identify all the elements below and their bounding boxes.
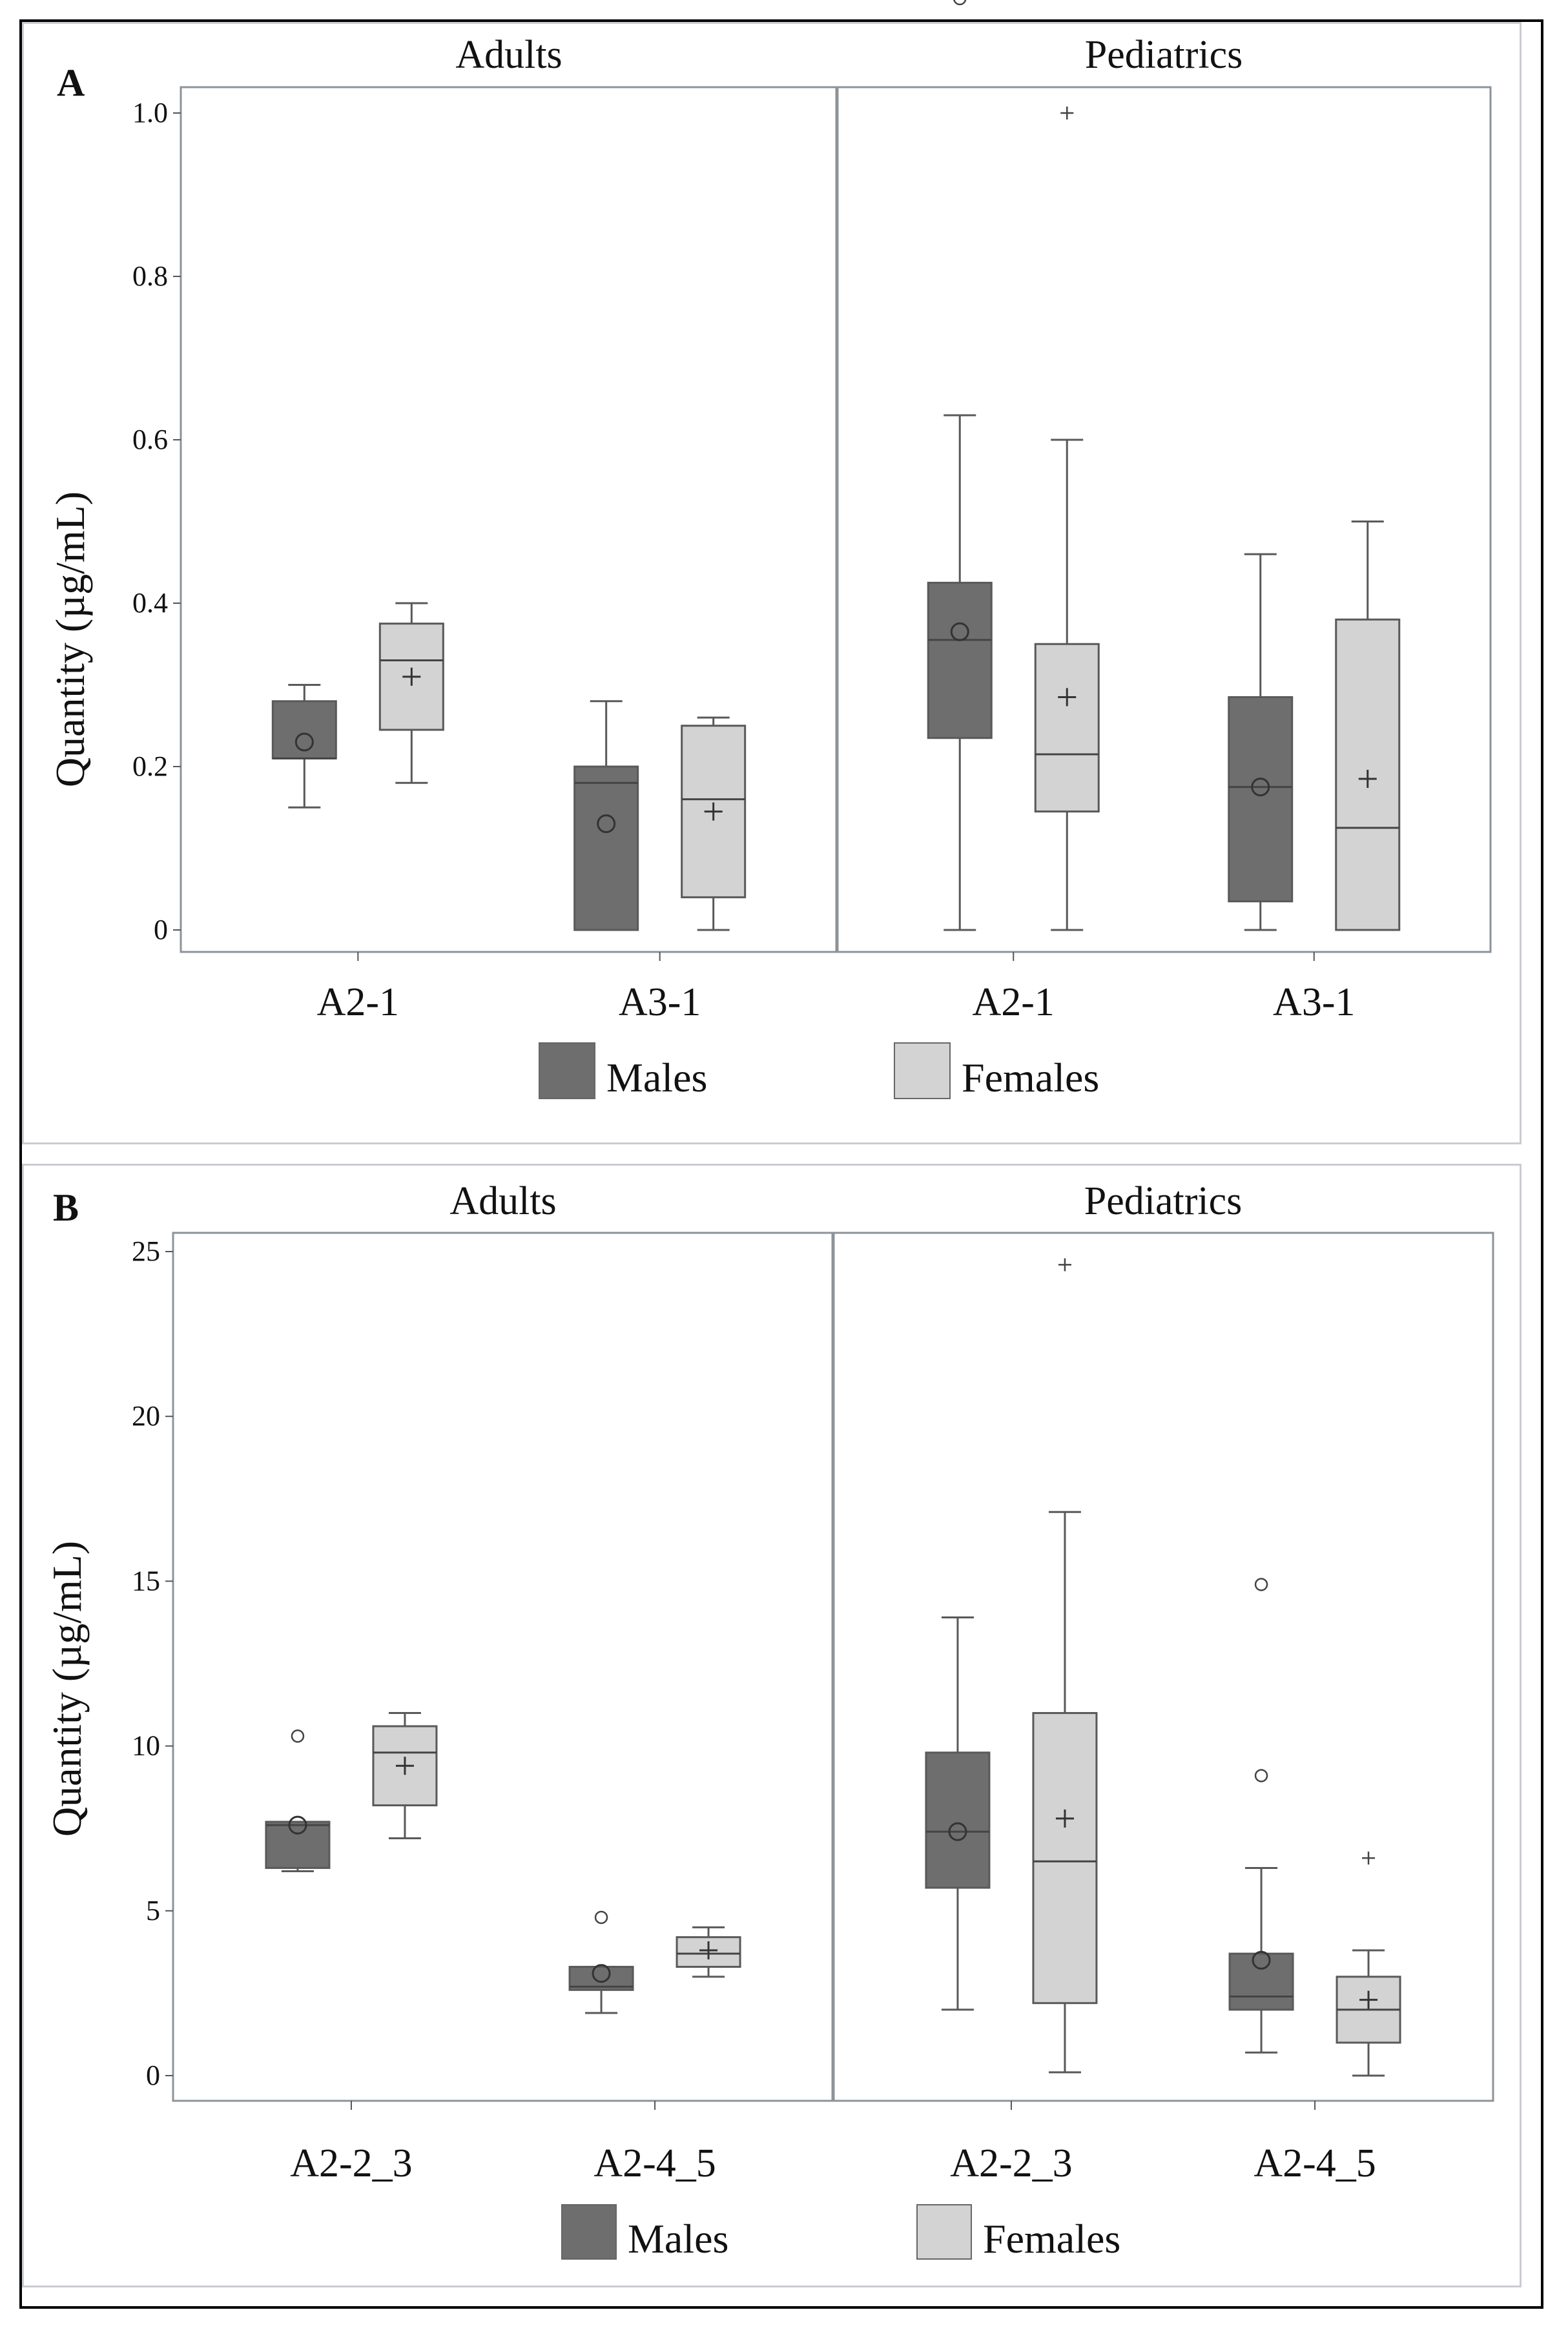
- mean-marker: [950, 622, 969, 641]
- y-tick-label: 0: [154, 914, 168, 945]
- mean-marker: [597, 814, 616, 834]
- box-males: [1228, 553, 1294, 931]
- legend-swatch-males: [539, 1042, 595, 1099]
- mean-marker: [294, 732, 314, 752]
- legend-label-males: Males: [628, 2216, 728, 2262]
- facet-title: Adults: [449, 1179, 556, 1223]
- y-tick-label: 15: [132, 1565, 160, 1596]
- y-tick-label: 0.2: [132, 750, 168, 782]
- mean-marker: [592, 1964, 611, 1983]
- mean-marker: [1358, 769, 1377, 788]
- y-tick-label: 1.0: [132, 97, 168, 129]
- mean-marker: [1058, 688, 1077, 707]
- x-category-label: A2-4_5: [593, 2141, 716, 2185]
- legend-swatch-females: [894, 1042, 951, 1099]
- legend-swatch-females: [916, 2204, 972, 2260]
- panel-letter: B: [53, 1186, 79, 1229]
- y-tick-label: 0.4: [132, 587, 168, 619]
- panel-letter: A: [57, 61, 85, 104]
- mean-marker: [1252, 1950, 1271, 1970]
- mean-marker: [948, 1822, 967, 1841]
- outlier-point: [1254, 1769, 1268, 1782]
- mean-marker: [1055, 1809, 1074, 1828]
- facet-title: Adults: [455, 33, 562, 77]
- x-category-label: A2-1: [973, 980, 1055, 1024]
- box-males: [1228, 1578, 1294, 2054]
- y-tick-label: 25: [132, 1235, 160, 1267]
- y-axis-label: Quantity (µg/mL): [44, 1541, 90, 1837]
- iqr-box: [1032, 1712, 1098, 2005]
- iqr-box: [265, 1821, 331, 1869]
- iqr-box: [925, 1751, 991, 1889]
- box-females: [1034, 107, 1100, 931]
- mean-marker: [402, 667, 421, 686]
- outlier-point: [1058, 1258, 1071, 1272]
- outlier-point: [594, 1910, 608, 1924]
- box-females: [676, 1926, 741, 1978]
- legend-label-females: Females: [983, 2216, 1120, 2262]
- box-females: [1336, 1852, 1401, 2077]
- box-females: [372, 1712, 438, 1840]
- iqr-box: [1228, 1952, 1294, 2011]
- y-tick-label: 0: [146, 2059, 160, 2091]
- outlier-point: [953, 0, 967, 6]
- iqr-box: [573, 765, 639, 931]
- y-tick-label: 10: [132, 1730, 160, 1762]
- outlier-point: [291, 1729, 305, 1743]
- panel-a-frame: [22, 22, 1522, 1144]
- box-males: [925, 1616, 991, 2011]
- mean-marker: [395, 1757, 414, 1775]
- box-males: [271, 684, 337, 809]
- figure-frame: [19, 19, 1543, 2309]
- facet-title: Pediatrics: [1085, 33, 1243, 77]
- box-females: [1032, 1258, 1098, 2074]
- outlier-point: [1362, 1852, 1376, 1865]
- x-category-label: A2-2_3: [290, 2141, 412, 2185]
- y-tick-label: 0.6: [132, 424, 168, 455]
- mean-marker: [704, 802, 723, 821]
- mean-marker: [288, 1815, 307, 1835]
- iqr-box: [1034, 643, 1100, 813]
- x-category-label: A2-1: [317, 980, 399, 1024]
- iqr-box: [927, 581, 993, 739]
- outlier-point: [1060, 107, 1074, 119]
- box-males: [927, 0, 993, 931]
- box-males: [568, 1910, 634, 2014]
- x-category-label: A3-1: [619, 980, 701, 1024]
- x-category-label: A3-1: [1273, 980, 1355, 1024]
- mean-marker: [1359, 1990, 1378, 2009]
- mean-marker: [1251, 778, 1270, 797]
- legend-label-males: Males: [606, 1055, 707, 1100]
- facet-title: Pediatrics: [1084, 1179, 1243, 1223]
- box-males: [265, 1729, 331, 1873]
- box-females: [1335, 521, 1401, 931]
- iqr-box: [1228, 696, 1294, 903]
- x-category-label: A2-4_5: [1253, 2141, 1376, 2185]
- box-females: [378, 602, 444, 784]
- y-tick-label: 5: [146, 1895, 160, 1926]
- y-tick-label: 0.8: [132, 260, 168, 292]
- box-males: [573, 700, 639, 931]
- outlier-point: [1254, 1578, 1268, 1591]
- mean-marker: [699, 1941, 718, 1960]
- legend-label-females: Females: [962, 1055, 1099, 1100]
- y-tick-label: 20: [132, 1400, 160, 1432]
- y-axis-label: Quantity (µg/mL): [47, 491, 93, 787]
- box-females: [681, 716, 747, 931]
- x-category-label: A2-2_3: [950, 2141, 1072, 2185]
- legend-swatch-males: [561, 2204, 617, 2260]
